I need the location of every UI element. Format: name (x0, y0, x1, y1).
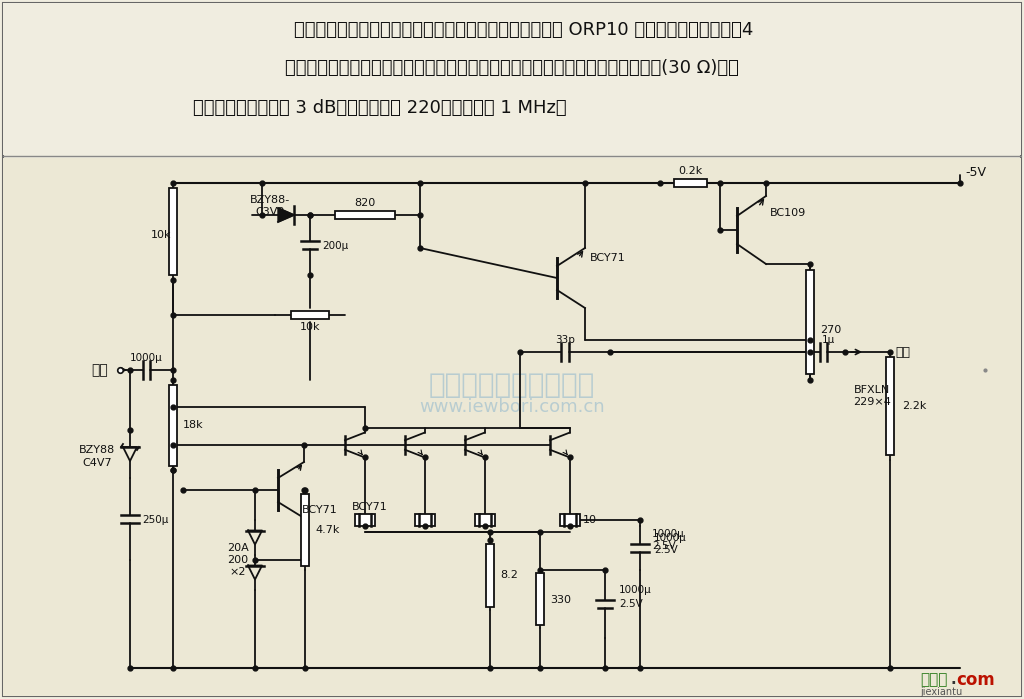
Bar (415, 514, 434, 526)
Text: 杭州将富科技有限公司: 杭州将富科技有限公司 (429, 371, 595, 399)
Text: 输出: 输出 (895, 345, 910, 359)
Text: 200μ: 200μ (322, 241, 348, 251)
Text: www.iewbori.com.cn: www.iewbori.com.cn (419, 398, 605, 416)
Text: BC109: BC109 (770, 208, 806, 218)
Text: 270: 270 (820, 325, 842, 335)
Text: 200: 200 (227, 555, 249, 565)
Text: 250μ: 250μ (142, 515, 168, 525)
Text: .: . (950, 672, 955, 688)
Bar (169, 384, 177, 466)
Text: 820: 820 (354, 198, 376, 208)
Text: 输入: 输入 (91, 363, 108, 377)
Text: 4.7k: 4.7k (315, 525, 339, 535)
Text: 2.5V: 2.5V (618, 599, 643, 609)
Bar (559, 514, 580, 526)
Bar (474, 514, 495, 526)
Bar (169, 188, 177, 275)
Text: 1000μ: 1000μ (618, 585, 651, 595)
Text: BCY71: BCY71 (590, 253, 626, 263)
Text: 330: 330 (550, 595, 571, 605)
Text: 0.2k: 0.2k (678, 166, 702, 176)
Text: com: com (956, 671, 994, 689)
Text: BCY71: BCY71 (302, 505, 338, 515)
Text: 10: 10 (583, 515, 597, 525)
Bar (3, 158, 1021, 696)
Bar (536, 573, 544, 625)
Text: 1000μ
2.5V: 1000μ 2.5V (652, 529, 685, 551)
Text: 2.5V: 2.5V (654, 545, 678, 555)
Text: 2.2k: 2.2k (902, 401, 927, 411)
Text: 板戟图: 板戟图 (920, 672, 947, 688)
Text: 个低噪声晶体管并联作为第一级，以便与连接在输入端的低噪声电平的光敏电阔(30 Ω)相匹: 个低噪声晶体管并联作为第一级，以便与连接在输入端的低噪声电平的光敏电阔(30 Ω… (285, 59, 739, 77)
Text: jiexiantu: jiexiantu (920, 687, 963, 697)
Text: BFXLN: BFXLN (854, 385, 890, 395)
Bar (335, 211, 395, 219)
Text: 8.2: 8.2 (500, 570, 518, 580)
Bar (354, 514, 375, 526)
Text: 1μ: 1μ (821, 335, 835, 345)
Text: 1000μ: 1000μ (654, 533, 687, 543)
Text: BZY88-: BZY88- (250, 195, 290, 205)
Text: BZY88: BZY88 (79, 445, 115, 455)
Text: 10k: 10k (300, 322, 321, 332)
Bar (886, 357, 894, 454)
Text: 1000μ: 1000μ (130, 353, 163, 363)
Text: C4V7: C4V7 (82, 458, 112, 468)
Bar (486, 544, 494, 607)
Text: ×2: ×2 (229, 567, 246, 577)
Bar (301, 494, 309, 566)
Bar (3, 3, 1021, 155)
Text: 33p: 33p (555, 335, 574, 345)
Polygon shape (278, 208, 294, 222)
Bar (806, 270, 814, 374)
Text: 229×4: 229×4 (853, 397, 891, 407)
Text: 配。有效噪声系数为 3 dB，电压增益为 220，带宽大于 1 MHz。: 配。有效噪声系数为 3 dB，电压增益为 220，带宽大于 1 MHz。 (194, 99, 567, 117)
Text: BCY71: BCY71 (352, 502, 388, 512)
Bar (291, 311, 330, 319)
Text: 18k: 18k (183, 420, 204, 430)
Text: 10k: 10k (151, 230, 171, 240)
Text: C3V3: C3V3 (255, 207, 285, 217)
Text: 本电路是一个低噪声的放大器，其输入与工作在室温下的 ORP10 锄化鉰检波器相连接。4: 本电路是一个低噪声的放大器，其输入与工作在室温下的 ORP10 锄化鉰检波器相连… (270, 21, 754, 39)
Text: -5V: -5V (965, 166, 986, 180)
Bar (674, 179, 707, 187)
Text: 20A: 20A (227, 543, 249, 553)
